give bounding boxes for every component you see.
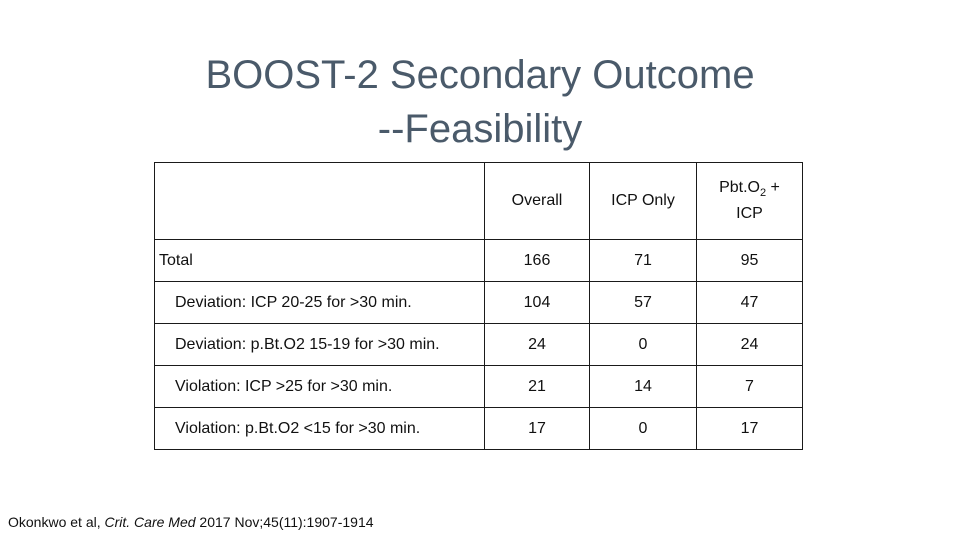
row-label: Deviation: p.Bt.O2 15-19 for >30 min. xyxy=(154,323,485,366)
cell-pbto2-icp: 17 xyxy=(696,407,803,450)
table-row: Violation: ICP >25 for >30 min. 21 14 7 xyxy=(154,365,803,408)
cell-icp-only: 57 xyxy=(589,281,697,324)
header-overall: Overall xyxy=(484,162,590,240)
cell-pbto2-icp: 47 xyxy=(696,281,803,324)
title-line-1: BOOST-2 Secondary Outcome xyxy=(205,53,755,97)
citation-journal: Crit. Care Med xyxy=(104,514,196,530)
cell-pbto2-icp: 24 xyxy=(696,323,803,366)
cell-icp-only: 71 xyxy=(589,239,697,282)
cell-icp-only: 0 xyxy=(589,323,697,366)
table-row: Deviation: p.Bt.O2 15-19 for >30 min. 24 0… xyxy=(154,323,803,366)
header-icp-only: ICP Only xyxy=(589,162,697,240)
cell-icp-only: 14 xyxy=(589,365,697,408)
row-label: Violation: p.Bt.O2 <15 for >30 min. xyxy=(154,407,485,450)
table-row: Violation: p.Bt.O2 <15 for >30 min. 17 0 17 xyxy=(154,407,803,450)
feasibility-table: Overall ICP Only Pbt.O2 + ICP Total 166 71 9… xyxy=(154,162,803,450)
table-row: Deviation: ICP 20-25 for >30 min. 104 57 47 xyxy=(154,281,803,324)
table-header-row: Overall ICP Only Pbt.O2 + ICP xyxy=(154,162,803,240)
row-label: Violation: ICP >25 for >30 min. xyxy=(154,365,485,408)
cell-overall: 24 xyxy=(484,323,590,366)
header-empty-cell xyxy=(154,162,485,240)
cell-icp-only: 0 xyxy=(589,407,697,450)
cell-overall: 17 xyxy=(484,407,590,450)
citation: Okonkwo et al, Crit. Care Med 2017 Nov;4… xyxy=(8,514,374,530)
header-pbto2-icp: Pbt.O2 + ICP xyxy=(696,162,803,240)
cell-pbto2-icp: 95 xyxy=(696,239,803,282)
row-label: Total xyxy=(154,239,485,282)
cell-overall: 21 xyxy=(484,365,590,408)
citation-details: 2017 Nov;45(11):1907-1914 xyxy=(195,514,374,530)
cell-pbto2-icp: 7 xyxy=(696,365,803,408)
cell-overall: 166 xyxy=(484,239,590,282)
cell-overall: 104 xyxy=(484,281,590,324)
table-row: Total 166 71 95 xyxy=(154,239,803,282)
citation-authors: Okonkwo et al, xyxy=(8,514,105,530)
title-line-2: --Feasibility xyxy=(377,107,583,151)
row-label: Deviation: ICP 20-25 for >30 min. xyxy=(154,281,485,324)
slide-title: BOOST-2 Secondary Outcome --Feasibility xyxy=(0,48,960,156)
